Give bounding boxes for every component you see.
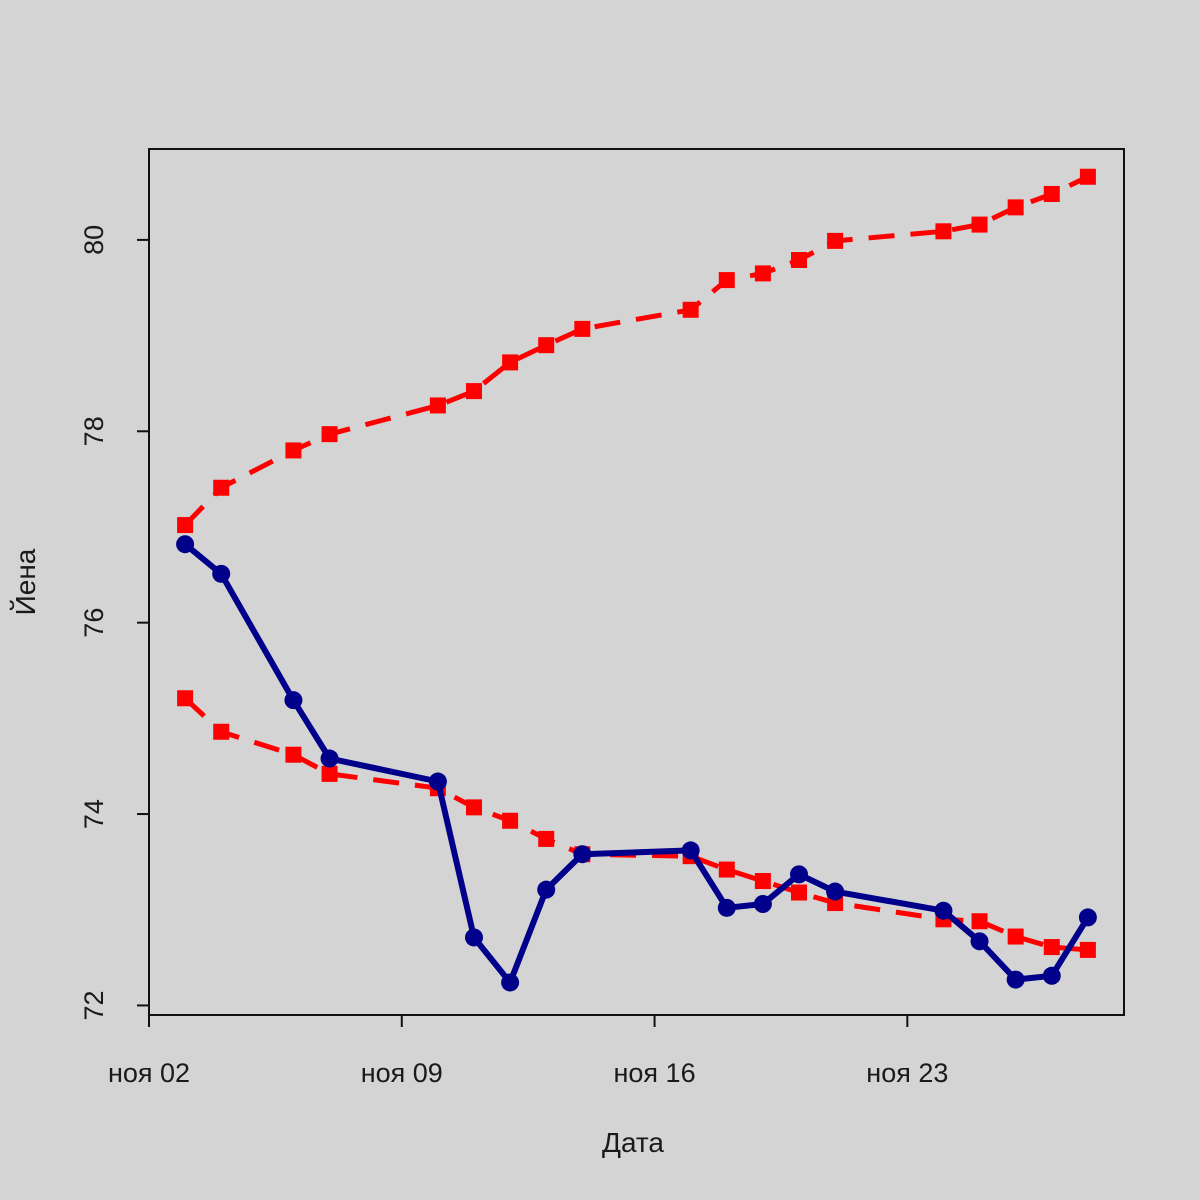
data-point-lower_band	[285, 746, 302, 763]
data-point-upper_band	[213, 479, 230, 496]
data-point-upper_band	[935, 223, 952, 240]
x-axis-title: Дата	[602, 1127, 664, 1158]
y-tick-label: 78	[79, 416, 109, 446]
data-point-yen	[934, 901, 953, 920]
data-point-upper_band	[1043, 185, 1060, 202]
data-point-yen	[1042, 966, 1061, 985]
data-point-upper_band	[321, 426, 338, 443]
x-tick-label: ноя 23	[866, 1058, 948, 1088]
data-point-yen	[537, 880, 556, 899]
data-point-yen	[573, 845, 592, 864]
data-point-lower_band	[754, 873, 771, 890]
data-point-upper_band	[971, 216, 988, 233]
plot-layer	[176, 168, 1097, 992]
series-upper_band	[177, 168, 1096, 534]
data-point-yen	[212, 564, 231, 583]
data-point-upper_band	[682, 301, 699, 318]
series-line-yen	[183, 541, 1091, 986]
y-axis-title: Йена	[10, 548, 41, 615]
data-point-upper_band	[754, 265, 771, 282]
data-point-upper_band	[502, 354, 519, 371]
data-point-yen	[428, 772, 447, 791]
data-point-upper_band	[538, 337, 555, 354]
axes-layer: ноя 02 ноя 09 ноя 16 ноя 23 72 74 76 78 80	[79, 225, 948, 1088]
data-point-lower_band	[177, 690, 194, 707]
data-point-yen	[970, 932, 989, 951]
data-point-lower_band	[718, 861, 735, 878]
data-point-yen	[753, 894, 772, 913]
data-point-yen	[717, 898, 736, 917]
data-point-upper_band	[718, 272, 735, 289]
data-point-yen	[465, 928, 483, 947]
data-point-lower_band	[1043, 939, 1060, 956]
data-point-lower_band	[502, 812, 519, 829]
data-point-yen	[1078, 908, 1097, 927]
data-point-lower_band	[1079, 941, 1096, 958]
data-point-upper_band	[285, 442, 302, 459]
series-line-upper_band	[183, 174, 1089, 527]
data-point-lower_band	[538, 830, 555, 847]
data-point-yen	[1006, 970, 1025, 989]
data-point-lower_band	[213, 723, 230, 740]
data-point-yen	[790, 865, 808, 884]
data-point-lower_band	[1007, 928, 1024, 945]
data-point-lower_band	[466, 799, 482, 816]
plot-frame	[148, 148, 1125, 1016]
data-point-upper_band	[1079, 168, 1096, 185]
data-point-upper_band	[177, 517, 194, 534]
x-tick-label: ноя 02	[108, 1058, 190, 1088]
y-tick-label: 76	[79, 608, 109, 638]
series-line-lower_band	[183, 696, 1089, 953]
data-point-yen	[176, 535, 195, 554]
y-tick-label: 72	[79, 990, 109, 1020]
data-point-lower_band	[321, 765, 338, 782]
data-point-upper_band	[574, 320, 591, 337]
data-point-upper_band	[791, 252, 807, 269]
data-point-lower_band	[971, 913, 988, 930]
data-point-yen	[501, 973, 520, 992]
data-point-yen	[320, 749, 339, 768]
y-tick-label: 80	[79, 225, 109, 255]
x-tick-label: ноя 16	[614, 1058, 696, 1088]
data-point-lower_band	[791, 884, 807, 901]
data-point-upper_band	[466, 383, 482, 400]
x-tick-label: ноя 09	[361, 1058, 443, 1088]
y-tick-label: 74	[79, 799, 109, 829]
data-point-upper_band	[429, 397, 446, 414]
data-point-upper_band	[827, 232, 844, 249]
data-point-yen	[284, 691, 303, 710]
data-point-yen	[826, 882, 845, 901]
data-point-upper_band	[1007, 199, 1024, 216]
data-point-yen	[681, 841, 700, 860]
series-yen	[176, 535, 1097, 992]
